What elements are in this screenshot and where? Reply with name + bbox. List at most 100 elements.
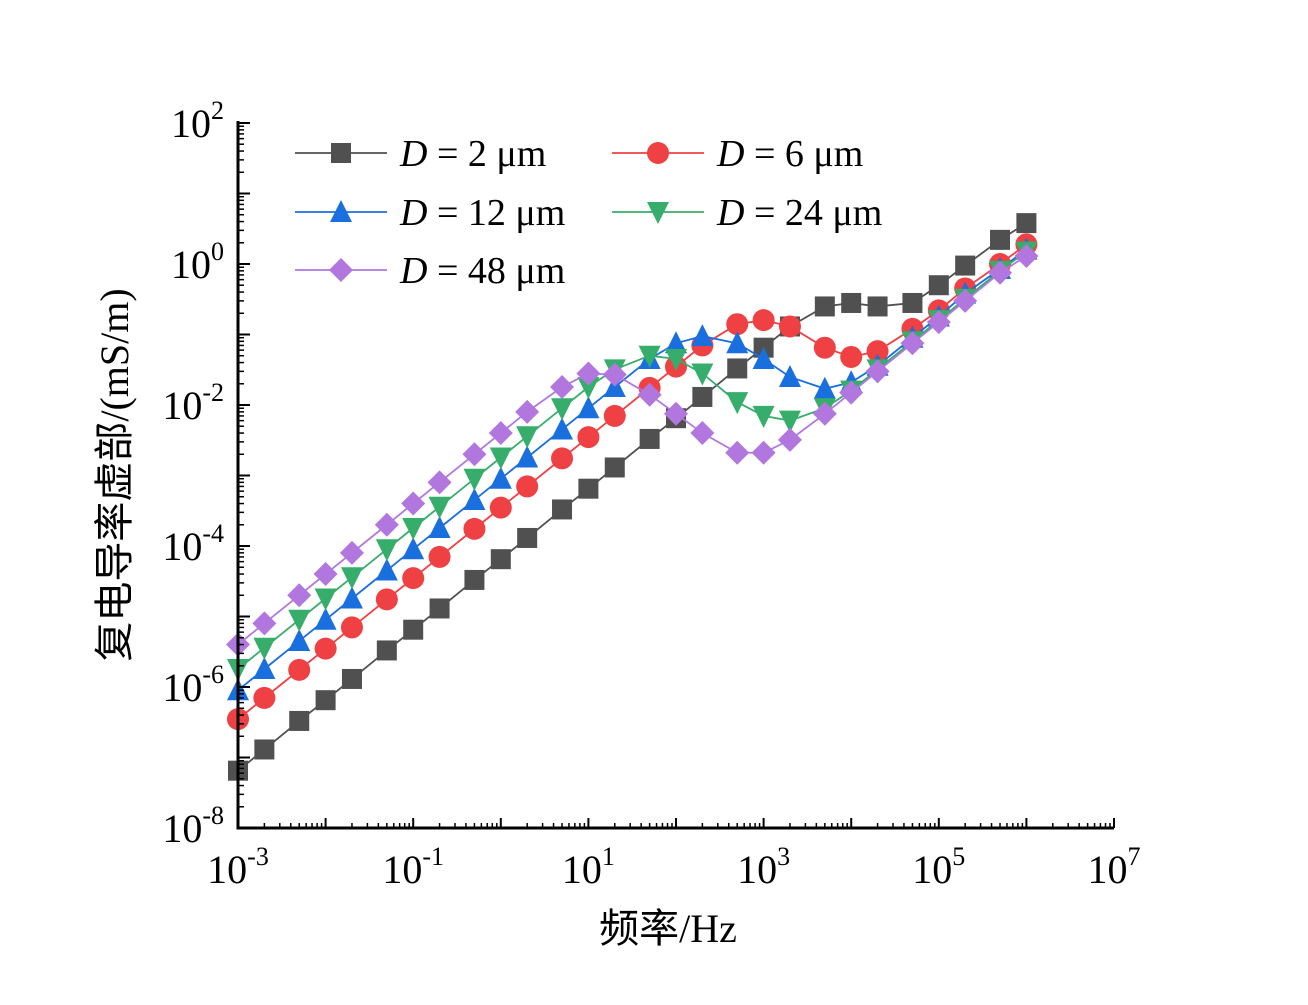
data-point bbox=[375, 558, 398, 581]
data-point bbox=[288, 658, 311, 681]
data-point bbox=[490, 549, 511, 570]
data-point bbox=[726, 313, 749, 336]
data-point bbox=[839, 380, 864, 405]
x-tick-label: 10-3 bbox=[207, 842, 269, 892]
data-point bbox=[813, 336, 836, 359]
data-point bbox=[489, 447, 512, 470]
data-point bbox=[289, 710, 310, 731]
data-point bbox=[463, 487, 486, 510]
x-axis-title: 频率/Hz bbox=[599, 906, 737, 951]
legend-label: D = 12 μm bbox=[399, 192, 565, 234]
data-point bbox=[253, 657, 276, 680]
data-point bbox=[752, 346, 775, 369]
y-tick-label: 10-4 bbox=[162, 519, 224, 569]
data-point bbox=[867, 296, 888, 317]
data-point bbox=[253, 637, 276, 660]
data-point bbox=[401, 491, 426, 516]
data-point bbox=[402, 567, 425, 590]
data-point bbox=[690, 421, 715, 446]
data-point bbox=[403, 619, 424, 640]
legend-item: D = 24 μm bbox=[612, 192, 882, 234]
data-point bbox=[955, 255, 976, 276]
data-point bbox=[254, 739, 275, 760]
data-point bbox=[577, 396, 600, 419]
data-point bbox=[341, 668, 362, 689]
data-point bbox=[691, 363, 714, 386]
data-point bbox=[376, 640, 397, 661]
data-point bbox=[402, 537, 425, 560]
data-point bbox=[551, 447, 574, 470]
series-layer bbox=[226, 213, 1039, 781]
data-point bbox=[551, 417, 574, 440]
data-point bbox=[374, 512, 399, 537]
legend-item: D = 48 μm bbox=[295, 250, 565, 292]
axes: 10-3 10-1 101 103 105 107 102 100 10-2 10-4 10-6 10… bbox=[162, 96, 1140, 892]
series-4 bbox=[226, 243, 1039, 657]
data-point bbox=[637, 382, 662, 407]
data-point bbox=[429, 598, 450, 619]
data-point bbox=[488, 421, 513, 446]
y-axis-title: 复电导率虚部/(mS/m) bbox=[92, 288, 137, 661]
legend-label: D = 6 μm bbox=[716, 133, 863, 175]
series-line bbox=[237, 222, 1027, 772]
legend-marker bbox=[331, 143, 351, 163]
data-point bbox=[516, 426, 539, 449]
data-point bbox=[428, 516, 451, 539]
series-line bbox=[237, 255, 1027, 646]
legend-label: D = 48 μm bbox=[399, 250, 565, 292]
legend-label: D = 2 μm bbox=[399, 133, 546, 175]
legend-item: D = 6 μm bbox=[612, 133, 863, 175]
data-point bbox=[902, 292, 923, 313]
data-point bbox=[287, 583, 312, 608]
data-point bbox=[578, 478, 599, 499]
data-point bbox=[840, 345, 863, 368]
y-tick-label: 10-6 bbox=[162, 660, 224, 710]
x-tick-label: 10-1 bbox=[382, 842, 444, 892]
legend-marker bbox=[647, 142, 669, 164]
data-point bbox=[778, 410, 801, 433]
data-point bbox=[402, 518, 425, 541]
data-point bbox=[515, 399, 540, 424]
data-point bbox=[375, 588, 398, 611]
x-tick-label: 103 bbox=[737, 842, 790, 892]
data-point bbox=[990, 229, 1011, 250]
data-point bbox=[252, 611, 277, 636]
x-tick-label: 105 bbox=[912, 842, 965, 892]
data-point bbox=[725, 440, 750, 465]
series-line bbox=[237, 250, 1027, 670]
data-point bbox=[516, 445, 539, 468]
data-point bbox=[665, 331, 687, 354]
data-point bbox=[751, 440, 776, 465]
data-point bbox=[639, 428, 660, 449]
data-point bbox=[516, 475, 539, 498]
data-point bbox=[314, 637, 337, 660]
data-point bbox=[928, 275, 949, 296]
data-point bbox=[638, 345, 661, 368]
y-tick-label: 100 bbox=[171, 237, 224, 287]
data-point bbox=[752, 309, 775, 332]
y-tick-label: 10-8 bbox=[162, 801, 224, 851]
data-point bbox=[727, 358, 748, 379]
data-point bbox=[604, 457, 625, 478]
data-point bbox=[340, 586, 363, 609]
data-point bbox=[866, 340, 889, 363]
data-point bbox=[550, 375, 575, 400]
data-point bbox=[463, 468, 486, 491]
legend: D = 2 μm D = 6 μm D = 12 μm D = 24 μm D = 48… bbox=[295, 133, 882, 292]
data-point bbox=[841, 292, 862, 313]
y-tick-label: 102 bbox=[171, 96, 224, 146]
data-point bbox=[778, 315, 801, 338]
data-point bbox=[812, 401, 837, 426]
data-point bbox=[577, 426, 600, 449]
data-point bbox=[340, 616, 363, 639]
data-point bbox=[577, 377, 600, 400]
data-point bbox=[428, 545, 451, 568]
data-point bbox=[777, 427, 802, 452]
data-point bbox=[517, 527, 538, 548]
legend-marker bbox=[329, 258, 353, 282]
data-point bbox=[900, 331, 925, 356]
data-point bbox=[692, 386, 713, 407]
x-tick-label: 107 bbox=[1088, 842, 1141, 892]
data-point bbox=[865, 359, 890, 384]
